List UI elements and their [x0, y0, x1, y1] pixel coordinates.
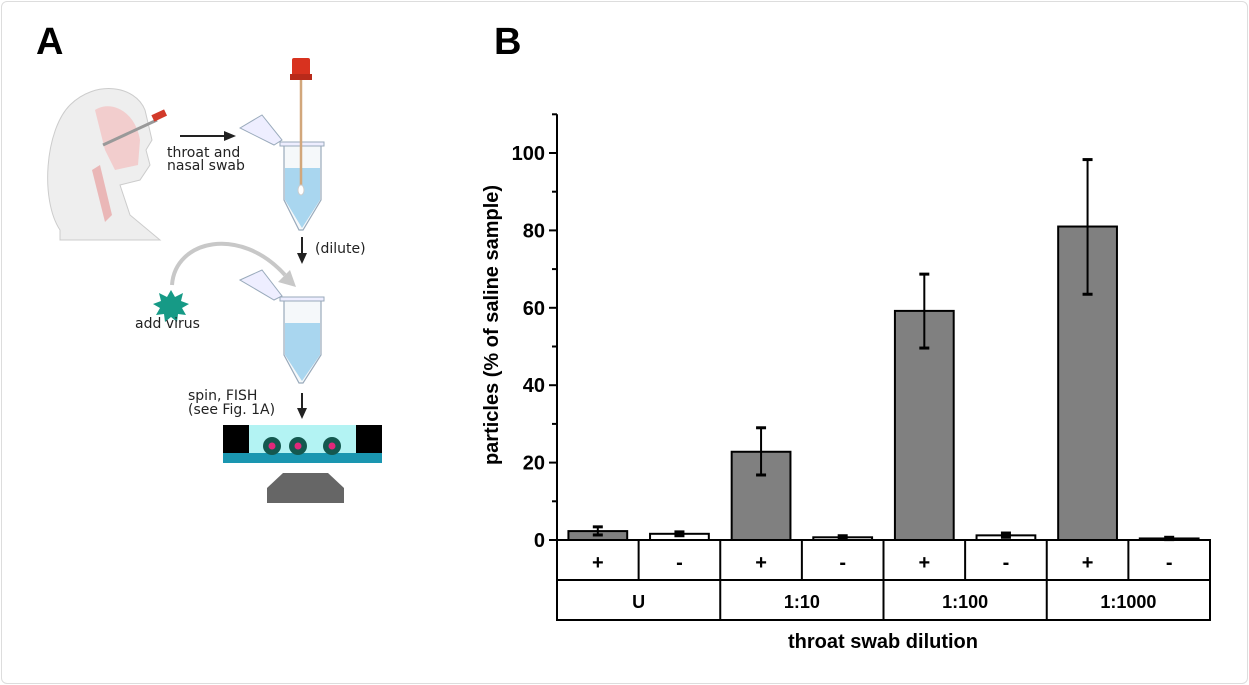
step1-label-line1: throat and [167, 145, 240, 161]
category-label: - [1003, 552, 1010, 574]
head-illustration [47, 88, 168, 241]
y-tick-label: 100 [512, 143, 545, 165]
group-label: U [632, 592, 645, 612]
panel-b-label: B [494, 21, 521, 63]
panel-a-schematic: A throat and nasal swab (dilute) add vir… [36, 21, 382, 503]
category-label: + [755, 552, 767, 574]
step2-label: (dilute) [315, 241, 366, 257]
step4-label-line2: (see Fig. 1A) [188, 402, 275, 418]
imaging-chamber-illustration [223, 425, 382, 503]
y-tick-label: 80 [523, 220, 545, 242]
step3-label: add virus [135, 316, 200, 332]
category-label: - [676, 552, 683, 574]
category-label: - [1166, 552, 1173, 574]
y-tick-label: 60 [523, 298, 545, 320]
group-label: 1:100 [942, 592, 988, 612]
group-label: 1:1000 [1100, 592, 1156, 612]
panel-a-label: A [36, 21, 63, 63]
y-tick-label: 0 [534, 530, 545, 552]
category-label: + [918, 552, 930, 574]
virus-icon [153, 290, 189, 322]
x-axis-label: throat swab dilution [788, 631, 978, 653]
step1-label-line2: nasal swab [167, 158, 245, 174]
group-label: 1:10 [784, 592, 820, 612]
y-tick-label: 20 [523, 453, 545, 475]
tube-illustration [238, 269, 325, 384]
category-label: + [1082, 552, 1094, 574]
tube-with-swab-illustration [238, 58, 325, 231]
y-axis-label: particles (% of saline sample) [481, 185, 503, 465]
category-label: - [839, 552, 846, 574]
category-label: + [592, 552, 604, 574]
step4-label-line1: spin, FISH [188, 388, 257, 404]
y-tick-label: 40 [523, 375, 545, 397]
curved-arrow-icon [170, 241, 287, 286]
